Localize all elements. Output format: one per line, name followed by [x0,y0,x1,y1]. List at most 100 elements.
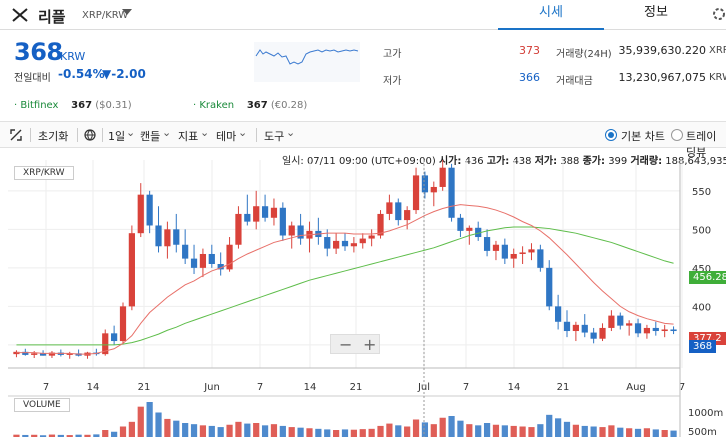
coin-dropdown-icon[interactable] [122,9,132,15]
price-chart[interactable]: 35040045050055071421Jun71421Jul71421Aug7 [0,160,726,437]
theme-select[interactable]: 테마 [216,130,237,143]
candle-body [270,207,278,218]
ma-long-tag: 456.28 [689,271,726,284]
candle-body [341,240,349,247]
x-tick-label: 21 [557,382,570,393]
tools-select[interactable]: 도구 [264,130,285,143]
candle-body [244,213,251,222]
candle-body [39,353,47,356]
volume-bar [634,428,642,437]
volume-bar [93,434,100,437]
candle-body [608,315,615,328]
candle-body [48,352,56,356]
exchange-name: Bitfinex [20,100,59,111]
candle-body [466,227,473,231]
candle-body [448,167,455,218]
exchange-bitfinex: · Bitfinex 367 ($0.31) [14,100,132,111]
tab-info[interactable]: 정보 [604,0,708,30]
interval-select[interactable]: 1일 [108,130,126,143]
volume-bar [368,428,375,437]
ohlc-high: 438 [512,156,532,167]
candle-body [253,206,260,222]
change-absolute: ▼-2.00 [102,67,146,81]
volume-bar [501,425,508,437]
volume-bar [39,435,47,437]
volume-bar [492,424,500,437]
ohlc-close: 399 [608,156,628,167]
candle-select[interactable]: 캔들 [140,130,161,143]
exchange-kraken: · Kraken 367 (€0.28) [193,100,308,111]
zoom-in-button[interactable]: + [363,335,377,354]
low-label: 저가 [383,76,402,87]
ohlc-date: 일시: 07/11 09:00 (UTC+09:00) [282,156,436,167]
y-tick-label: 400 [692,302,711,313]
exchange-name: Kraken [199,100,235,111]
globe-icon[interactable] [84,129,96,141]
settings-icon[interactable] [712,7,726,21]
volume-bar [164,418,171,437]
y-tick-label: 500 [692,225,711,236]
candle-body [395,202,402,221]
current-price: 368 [14,38,63,66]
volume-label: 거래량(24H) [556,49,612,60]
volume-bar [182,423,189,437]
tradingview-label: 트레이딩뷰 [686,130,717,159]
volume-bar [102,430,109,437]
candle-body [333,240,340,249]
candle-body [555,306,562,322]
candle-body [66,353,73,355]
candle-body [155,225,162,247]
volume-bar [119,426,127,437]
indicator-select[interactable]: 지표 [178,130,199,143]
x-tick-label: Jun [203,382,220,393]
ma-long-line [16,226,674,346]
volume-bar [244,423,251,437]
candle-body [492,244,500,251]
volume-bar [483,423,491,437]
volume-bar [57,434,64,437]
candle-body [404,210,411,221]
volume-bar [261,425,269,437]
volume-bar [386,423,393,437]
x-tick-label: 14 [304,382,317,393]
basic-chart-label: 기본 차트 [621,130,665,143]
candle-body [670,329,677,332]
tradingview-radio[interactable] [671,129,683,141]
ohlc-high-label: 고가: [486,156,510,167]
fullscreen-icon[interactable] [10,129,22,141]
volume-bar [581,425,588,437]
candle-body [377,213,384,236]
basic-chart-radio[interactable] [605,129,617,141]
candle-body [173,229,180,245]
tab-info-label: 정보 [644,5,668,20]
zoom-out-button[interactable]: − [339,335,353,354]
volume-bar [217,427,224,437]
change-label: 전일대비 [14,73,51,84]
candle-body [626,323,633,326]
chevron-down-icon: ⌄ [238,126,248,139]
candle-body [599,327,606,339]
volume-bar [430,424,437,437]
low-value: 366 [519,71,540,84]
volume-bar [555,418,562,437]
candle-body [510,253,517,259]
candle-body [590,332,597,339]
candle-body [430,186,437,193]
volume-bar [377,425,384,437]
x-tick-label: 21 [138,382,151,393]
volume-bar [652,429,659,437]
x-tick-label: 7 [257,382,263,393]
candle-body [359,238,366,244]
tab-market[interactable]: 시세 [498,0,604,30]
x-tick-label: Aug [626,382,646,393]
volume-bar [439,417,446,437]
volume-bar [537,424,544,437]
reset-button[interactable]: 초기화 [38,130,69,143]
candle-body [102,333,109,355]
candle-body [137,194,144,234]
candle-body [324,237,331,249]
current-price-tag: 368 [689,340,717,353]
candle-body [563,321,571,332]
volume-bar [350,429,357,437]
volume-bar [111,431,118,437]
